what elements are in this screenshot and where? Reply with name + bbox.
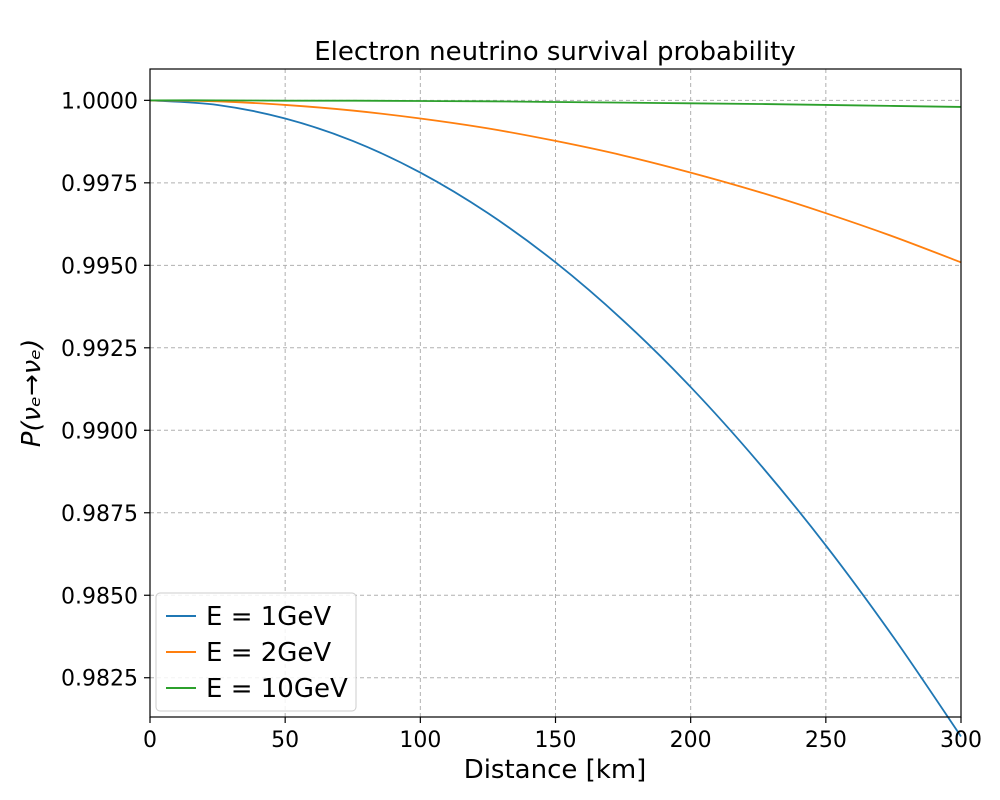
axis-ticks: 0 50 100 150 200 250 300 0.9825 0.9850 0.9875 0.99… xyxy=(61,89,982,753)
y-axis-label: P(νₑ→νₑ) xyxy=(17,339,47,447)
series-line-1 xyxy=(149,99,962,737)
legend-label: E = 10GeV xyxy=(206,674,348,704)
y-tick-label: 0.9975 xyxy=(61,172,138,197)
series-line-3 xyxy=(149,99,962,108)
y-tick-label: 0.9825 xyxy=(61,667,138,692)
legend-label: E = 2GeV xyxy=(206,638,331,668)
x-axis-label: Distance [km] xyxy=(464,755,647,785)
x-tick-label: 50 xyxy=(271,728,299,753)
y-tick-label: 0.9900 xyxy=(61,419,138,444)
legend-label: E = 1GeV xyxy=(206,602,331,632)
x-tick-label: 0 xyxy=(143,728,157,753)
y-tick-label: 0.9850 xyxy=(61,584,138,609)
y-tick-label: 1.0000 xyxy=(61,89,138,114)
x-tick-label: 250 xyxy=(805,728,847,753)
series-lines xyxy=(149,99,962,737)
x-tick-label: 300 xyxy=(940,728,982,753)
x-tick-label: 150 xyxy=(535,728,577,753)
y-tick-label: 0.9950 xyxy=(61,254,138,279)
grid xyxy=(149,69,962,717)
y-tick-label: 0.9925 xyxy=(61,337,138,362)
legend: E = 1GeV E = 2GeV E = 10GeV xyxy=(155,592,357,712)
x-tick-label: 200 xyxy=(670,728,712,753)
x-tick-label: 100 xyxy=(399,728,441,753)
legend-box xyxy=(155,592,357,712)
chart-title: Electron neutrino survival probability xyxy=(314,37,795,67)
y-tick-label: 0.9875 xyxy=(61,502,138,527)
series-line-2 xyxy=(149,99,962,264)
